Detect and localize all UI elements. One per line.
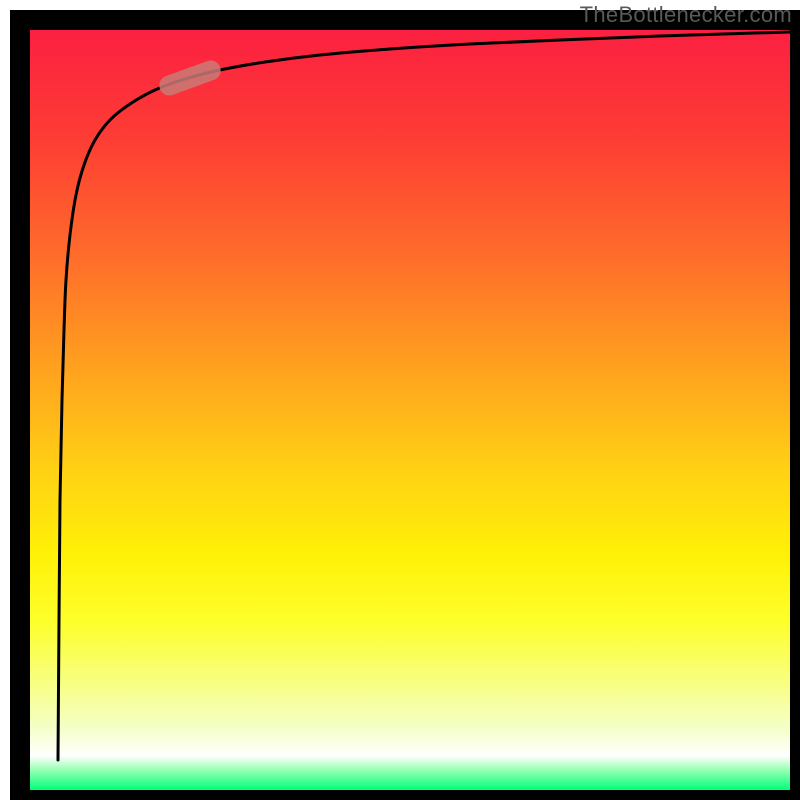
attribution-label: TheBottlenecker.com <box>580 2 792 28</box>
chart-svg <box>0 0 800 800</box>
plot-background-gradient <box>30 30 790 790</box>
chart-root: TheBottlenecker.com <box>0 0 800 800</box>
